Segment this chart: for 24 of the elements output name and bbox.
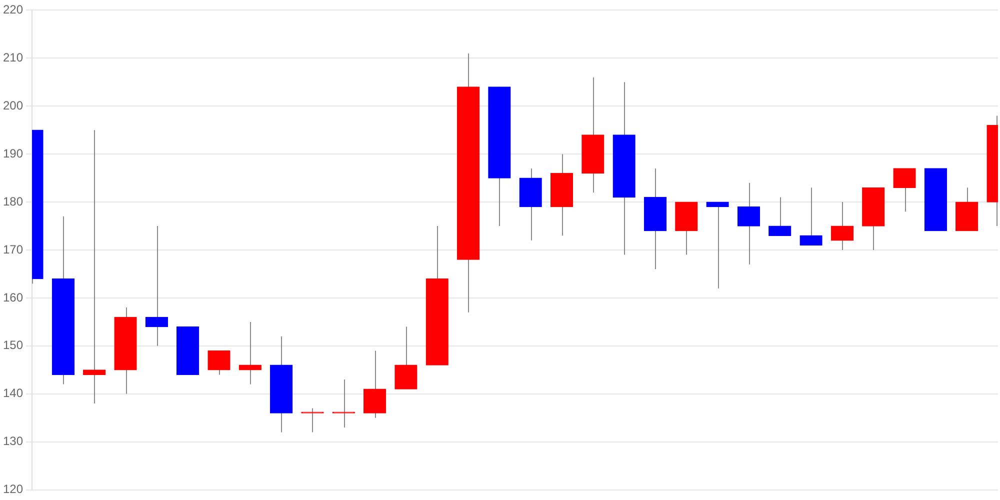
y-tick-label: 140 xyxy=(2,386,24,400)
candlestick xyxy=(363,350,386,418)
candlestick xyxy=(301,408,324,433)
y-tick-label: 200 xyxy=(2,98,24,112)
candlestick xyxy=(332,378,355,428)
candlestick xyxy=(394,326,418,390)
y-tick-label: 160 xyxy=(2,290,24,304)
y-tick-label: 150 xyxy=(2,338,24,352)
y-tick-label: 120 xyxy=(2,482,24,496)
candlestick xyxy=(83,130,106,404)
candlestick xyxy=(208,350,230,376)
y-tick-label: 130 xyxy=(2,434,24,448)
candlestick xyxy=(737,182,760,265)
y-tick-label: 220 xyxy=(2,2,24,17)
y-tick-label: 170 xyxy=(2,242,24,256)
candlestick xyxy=(145,226,168,346)
candlestick xyxy=(768,196,792,236)
candlestick xyxy=(830,202,854,250)
candlestick xyxy=(706,202,729,289)
candlestick xyxy=(800,187,822,246)
candlestick xyxy=(893,168,916,212)
y-tick-label: 210 xyxy=(2,50,24,64)
y-tick-label: 190 xyxy=(2,146,24,160)
y-tick-label: 180 xyxy=(2,194,24,208)
